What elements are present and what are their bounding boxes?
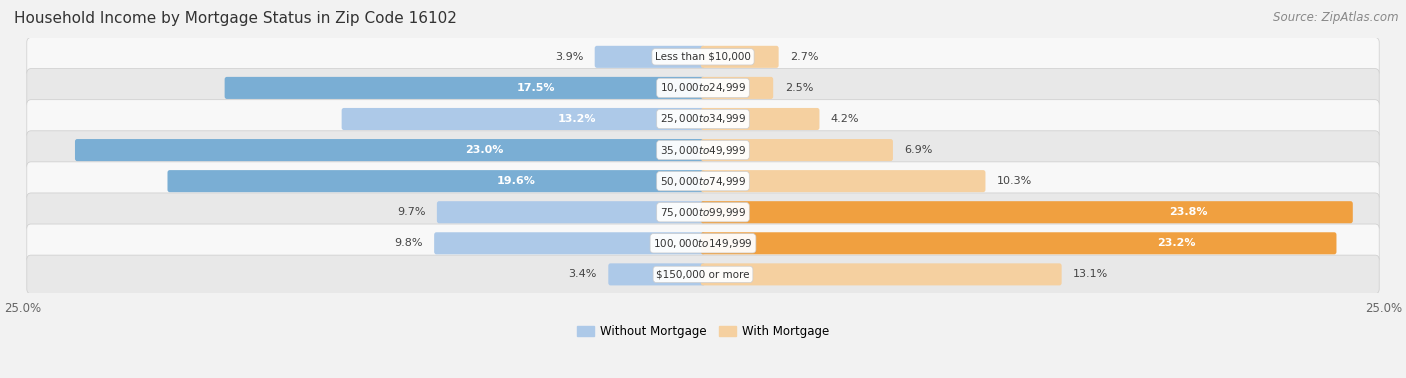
Text: 4.2%: 4.2%: [831, 114, 859, 124]
Text: Household Income by Mortgage Status in Zip Code 16102: Household Income by Mortgage Status in Z…: [14, 11, 457, 26]
FancyBboxPatch shape: [700, 77, 773, 99]
Text: 9.8%: 9.8%: [394, 238, 423, 248]
Legend: Without Mortgage, With Mortgage: Without Mortgage, With Mortgage: [572, 321, 834, 343]
FancyBboxPatch shape: [700, 170, 986, 192]
Text: 2.7%: 2.7%: [790, 52, 818, 62]
Text: $25,000 to $34,999: $25,000 to $34,999: [659, 113, 747, 125]
Text: $75,000 to $99,999: $75,000 to $99,999: [659, 206, 747, 219]
Text: $150,000 or more: $150,000 or more: [657, 270, 749, 279]
FancyBboxPatch shape: [434, 232, 706, 254]
Text: 23.2%: 23.2%: [1157, 238, 1195, 248]
FancyBboxPatch shape: [27, 37, 1379, 76]
FancyBboxPatch shape: [27, 255, 1379, 294]
FancyBboxPatch shape: [700, 201, 1353, 223]
FancyBboxPatch shape: [700, 232, 1337, 254]
FancyBboxPatch shape: [167, 170, 706, 192]
Text: 3.9%: 3.9%: [555, 52, 583, 62]
FancyBboxPatch shape: [27, 131, 1379, 169]
Text: $35,000 to $49,999: $35,000 to $49,999: [659, 144, 747, 156]
FancyBboxPatch shape: [609, 263, 706, 285]
FancyBboxPatch shape: [700, 263, 1062, 285]
FancyBboxPatch shape: [700, 108, 820, 130]
FancyBboxPatch shape: [700, 46, 779, 68]
FancyBboxPatch shape: [437, 201, 706, 223]
FancyBboxPatch shape: [27, 69, 1379, 107]
Text: 3.4%: 3.4%: [568, 270, 598, 279]
Text: 23.8%: 23.8%: [1170, 207, 1208, 217]
FancyBboxPatch shape: [225, 77, 706, 99]
FancyBboxPatch shape: [342, 108, 706, 130]
FancyBboxPatch shape: [27, 162, 1379, 200]
FancyBboxPatch shape: [75, 139, 706, 161]
Text: $50,000 to $74,999: $50,000 to $74,999: [659, 175, 747, 187]
Text: Source: ZipAtlas.com: Source: ZipAtlas.com: [1274, 11, 1399, 24]
Text: 17.5%: 17.5%: [517, 83, 555, 93]
Text: 10.3%: 10.3%: [997, 176, 1032, 186]
FancyBboxPatch shape: [27, 100, 1379, 138]
Text: 23.0%: 23.0%: [465, 145, 503, 155]
Text: 6.9%: 6.9%: [904, 145, 932, 155]
Text: 19.6%: 19.6%: [496, 176, 536, 186]
Text: 2.5%: 2.5%: [785, 83, 813, 93]
Text: 13.1%: 13.1%: [1073, 270, 1108, 279]
Text: $10,000 to $24,999: $10,000 to $24,999: [659, 81, 747, 94]
FancyBboxPatch shape: [700, 139, 893, 161]
FancyBboxPatch shape: [27, 224, 1379, 263]
FancyBboxPatch shape: [595, 46, 706, 68]
Text: 9.7%: 9.7%: [396, 207, 426, 217]
Text: $100,000 to $149,999: $100,000 to $149,999: [654, 237, 752, 250]
Text: Less than $10,000: Less than $10,000: [655, 52, 751, 62]
Text: 13.2%: 13.2%: [558, 114, 596, 124]
FancyBboxPatch shape: [27, 193, 1379, 231]
